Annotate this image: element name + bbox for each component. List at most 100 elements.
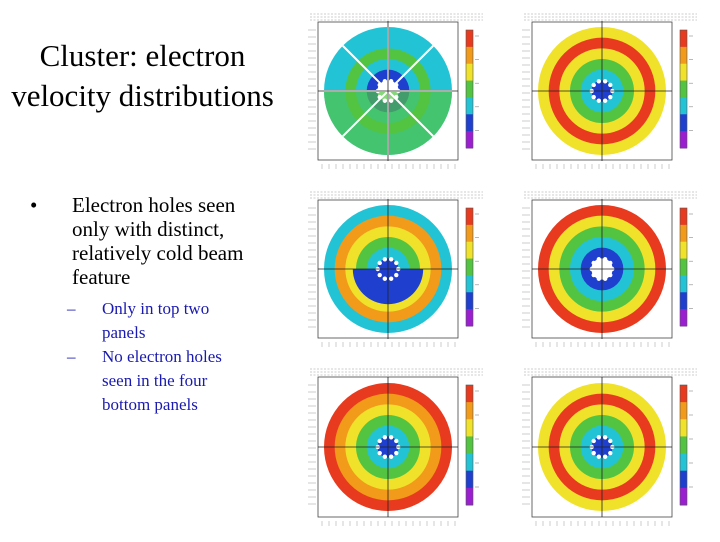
center-hole-dot — [377, 260, 382, 266]
center-hole-dot — [394, 94, 399, 100]
sub-bullet-line: No electron holes — [102, 347, 222, 366]
colorbar-segment — [680, 275, 687, 293]
center-hole-dot — [602, 435, 608, 440]
title-line-2: velocity distributions — [11, 78, 274, 113]
center-hole-dot — [382, 435, 388, 440]
center-hole-dot — [377, 94, 382, 100]
colorbar-segment — [680, 46, 687, 65]
center-hole-dot — [608, 450, 613, 456]
center-hole-dot — [591, 82, 596, 88]
colorbar-segment — [466, 114, 473, 132]
colorbar-segment — [680, 436, 687, 455]
distribution-plot — [522, 368, 697, 526]
colorbar-segment — [466, 419, 473, 437]
center-hole-dot — [596, 79, 602, 84]
colorbar-segment — [680, 114, 687, 132]
center-hole-dot — [394, 438, 399, 444]
center-hole-dot — [608, 82, 613, 88]
colorbar-segment — [680, 402, 687, 420]
colorbar-segment — [466, 309, 473, 327]
bullet-line: Electron holes seen — [72, 193, 236, 217]
center-hole-dot — [382, 98, 388, 103]
center-hole-dot — [394, 82, 399, 88]
colorbar-segment — [680, 487, 687, 506]
center-hole-dot — [377, 272, 382, 278]
center-hole-dot — [382, 79, 388, 84]
panel-middle-left — [298, 188, 503, 358]
center-hole-dot — [602, 98, 608, 103]
center-hole-dot — [377, 438, 382, 444]
colorbar-segment — [680, 453, 687, 472]
center-hole-dot — [591, 94, 596, 100]
dash-marker: – — [67, 347, 76, 366]
colorbar-segment — [680, 208, 687, 226]
center-hole-dot — [388, 79, 394, 84]
center-hole-dot — [591, 260, 596, 266]
center-hole-dot — [388, 276, 394, 281]
colorbar-segment — [680, 80, 687, 98]
panel-top-left — [298, 10, 503, 180]
center-hole-dot — [596, 257, 602, 262]
colorbar-segment — [680, 419, 687, 437]
colorbar-segment — [680, 241, 687, 260]
colorbar-segment — [680, 63, 687, 82]
center-hole-dot — [388, 98, 394, 103]
colorbar-segment — [466, 97, 473, 115]
colorbar-segment — [680, 224, 687, 243]
center-hole-dot — [608, 272, 613, 278]
distribution-plot — [308, 191, 483, 347]
center-hole-dot — [602, 257, 608, 262]
center-hole-dot — [591, 272, 596, 278]
panel-bottom-right — [512, 365, 717, 537]
distribution-plot — [522, 191, 697, 347]
colorbar-segment — [466, 470, 473, 489]
colorbar-segment — [680, 385, 687, 403]
sub-bullet-line: seen in the four — [102, 371, 208, 390]
colorbar-segment — [466, 453, 473, 472]
center-hole-dot — [388, 454, 394, 459]
distribution-plot — [522, 13, 697, 169]
sub-bullet-1: – Only in top two panels — [30, 297, 285, 345]
colorbar-segment — [466, 63, 473, 82]
center-hole-dot — [388, 257, 394, 262]
panel-bottom-left — [298, 365, 503, 537]
center-hole-dot — [596, 98, 602, 103]
colorbar-frame — [679, 207, 688, 327]
colorbar-frame — [465, 29, 474, 149]
center-hole-dot — [382, 454, 388, 459]
bullet-list: • Electron holes seen only with distinct… — [30, 193, 285, 417]
bullet-marker: • — [30, 193, 38, 217]
center-hole-dot — [377, 82, 382, 88]
colorbar-segment — [466, 402, 473, 420]
colorbar-segment — [466, 80, 473, 98]
colorbar-segment — [466, 208, 473, 226]
center-hole-dot — [394, 450, 399, 456]
center-hole-dot — [596, 435, 602, 440]
slide-title: Cluster: electron velocity distributions — [0, 36, 285, 116]
panel-top-right — [512, 10, 717, 180]
center-hole-dot — [596, 276, 602, 281]
center-hole-dot — [591, 450, 596, 456]
center-hole-dot — [382, 257, 388, 262]
colorbar-segment — [466, 30, 473, 48]
center-hole-dot — [388, 435, 394, 440]
colorbar-segment — [680, 292, 687, 310]
sub-bullet-line: Only in top two — [102, 299, 210, 318]
colorbar-frame — [679, 29, 688, 149]
center-hole-dot — [596, 454, 602, 459]
sub-bullet-line: panels — [102, 323, 146, 342]
colorbar-segment — [466, 292, 473, 310]
colorbar-segment — [466, 241, 473, 260]
sub-bullet-2: – No electron holes seen in the four bot… — [30, 345, 285, 417]
bullet-line: only with distinct, — [72, 217, 225, 241]
colorbar-segment — [680, 131, 687, 149]
colorbar-segment — [680, 30, 687, 48]
colorbar-segment — [466, 385, 473, 403]
bullet-line: feature — [72, 265, 131, 289]
colorbar-segment — [466, 258, 473, 276]
sub-bullet-line: bottom panels — [102, 395, 198, 414]
colorbar-segment — [680, 309, 687, 327]
colorbar-segment — [466, 46, 473, 65]
center-hole-dot — [602, 276, 608, 281]
center-hole-dot — [602, 79, 608, 84]
